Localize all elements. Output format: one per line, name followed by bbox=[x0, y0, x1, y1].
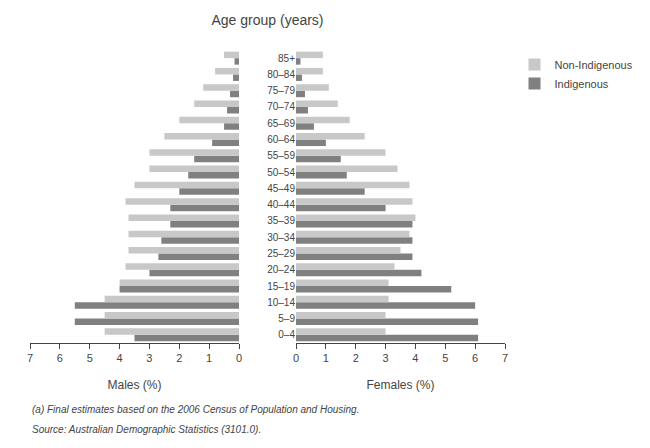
svg-text:7: 7 bbox=[502, 352, 508, 364]
svg-text:0: 0 bbox=[293, 352, 299, 364]
svg-text:30–34: 30–34 bbox=[267, 232, 295, 243]
svg-text:Females (%): Females (%) bbox=[366, 378, 434, 392]
svg-text:4: 4 bbox=[117, 352, 123, 364]
svg-text:0: 0 bbox=[236, 352, 242, 364]
svg-text:7: 7 bbox=[27, 352, 33, 364]
svg-text:5: 5 bbox=[87, 352, 93, 364]
svg-text:(a) Final estimates based on t: (a) Final estimates based on the 2006 Ce… bbox=[32, 404, 359, 415]
svg-text:6: 6 bbox=[57, 352, 63, 364]
svg-text:Indigenous: Indigenous bbox=[555, 78, 609, 90]
svg-text:80–84: 80–84 bbox=[267, 69, 295, 80]
svg-text:55–59: 55–59 bbox=[267, 150, 295, 161]
svg-text:2: 2 bbox=[353, 352, 359, 364]
svg-text:40–44: 40–44 bbox=[267, 199, 295, 210]
svg-text:15–19: 15–19 bbox=[267, 281, 295, 292]
svg-text:85+: 85+ bbox=[278, 53, 295, 64]
svg-text:1: 1 bbox=[206, 352, 212, 364]
svg-text:45–49: 45–49 bbox=[267, 183, 295, 194]
svg-text:50–54: 50–54 bbox=[267, 167, 295, 178]
svg-text:3: 3 bbox=[146, 352, 152, 364]
svg-text:35–39: 35–39 bbox=[267, 215, 295, 226]
svg-text:5–9: 5–9 bbox=[278, 313, 295, 324]
svg-text:Non-Indigenous: Non-Indigenous bbox=[555, 59, 633, 71]
svg-text:2: 2 bbox=[176, 352, 182, 364]
svg-text:6: 6 bbox=[472, 352, 478, 364]
svg-text:5: 5 bbox=[442, 352, 448, 364]
svg-text:65–69: 65–69 bbox=[267, 118, 295, 129]
svg-text:1: 1 bbox=[323, 352, 329, 364]
svg-text:Age group (years): Age group (years) bbox=[211, 12, 323, 28]
svg-text:Source: Australian Demographic: Source: Australian Demographic Statistic… bbox=[32, 424, 261, 435]
svg-text:70–74: 70–74 bbox=[267, 101, 295, 112]
svg-text:75–79: 75–79 bbox=[267, 85, 295, 96]
svg-text:4: 4 bbox=[412, 352, 418, 364]
svg-text:Males (%): Males (%) bbox=[107, 378, 161, 392]
svg-text:25–29: 25–29 bbox=[267, 248, 295, 259]
svg-text:60–64: 60–64 bbox=[267, 134, 295, 145]
svg-text:10–14: 10–14 bbox=[267, 297, 295, 308]
svg-text:3: 3 bbox=[383, 352, 389, 364]
svg-text:20–24: 20–24 bbox=[267, 264, 295, 275]
svg-text:0–4: 0–4 bbox=[278, 329, 295, 340]
